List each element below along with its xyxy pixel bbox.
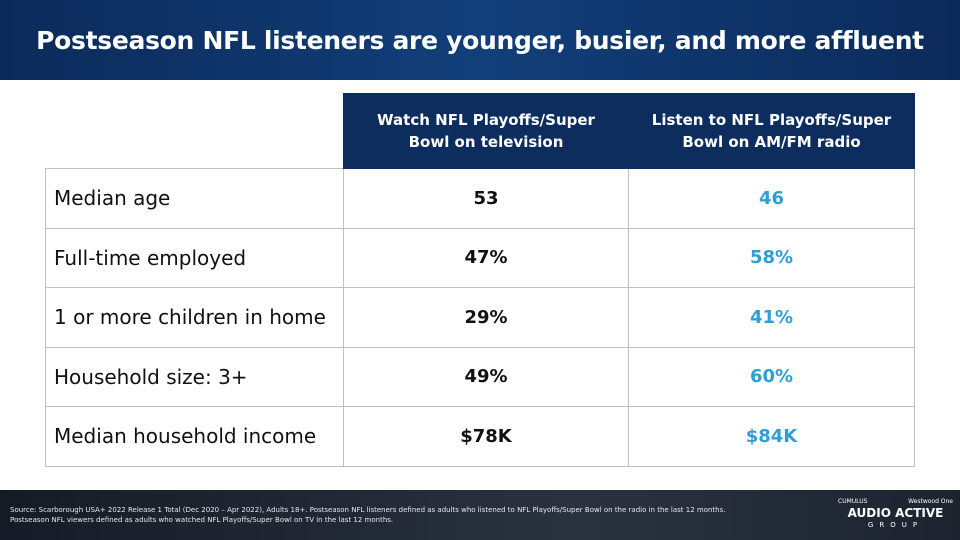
header-row: Watch NFL Playoffs/Super Bowl on televis… [45, 93, 915, 169]
radio-value: 58% [628, 227, 915, 288]
logo-text: GROUP [867, 521, 924, 529]
logo: CUMULUS Westwood One AUDIO ACTIVE GROUP [838, 498, 953, 529]
radio-value: $84K [628, 406, 915, 467]
tv-value: 29% [343, 287, 629, 348]
radio-value: 60% [628, 346, 915, 407]
table-row: 1 or more children in home 29% 41% [45, 287, 915, 348]
title: Postseason NFL listeners are younger, bu… [0, 0, 960, 80]
row-label: Full-time employed [45, 227, 344, 288]
tv-value: 49% [343, 346, 629, 407]
table-row: Household size: 3+ 49% 60% [45, 346, 915, 407]
logo-text: Westwood One [908, 498, 953, 505]
row-label: Household size: 3+ [45, 346, 344, 407]
row-label: 1 or more children in home [45, 287, 344, 348]
source-note: Source: Scarborough USA+ 2022 Release 1 … [10, 506, 726, 524]
table-row: Median household income $78K $84K [45, 406, 915, 467]
radio-value: 41% [628, 287, 915, 348]
blank-header [45, 93, 344, 169]
table-body: Median age 53 46 Full-time employed 47% 58% 1 … [45, 168, 915, 467]
tv-value: 53 [343, 168, 629, 229]
footer: Source: Scarborough USA+ 2022 Release 1 … [0, 490, 960, 540]
column-header: Watch NFL Playoffs/Super Bowl on televis… [343, 93, 629, 169]
tv-value: $78K [343, 406, 629, 467]
row-label: Median age [45, 168, 344, 229]
radio-value: 46 [628, 168, 915, 229]
tv-value: 47% [343, 227, 629, 288]
table-row: Median age 53 46 [45, 168, 915, 229]
logo-text: CUMULUS [838, 498, 868, 505]
table: Watch NFL Playoffs/Super Bowl on televis… [45, 93, 915, 467]
table-row: Full-time employed 47% 58% [45, 227, 915, 288]
logo-text: AUDIO ACTIVE [847, 506, 944, 520]
column-header: Listen to NFL Playoffs/Super Bowl on AM/… [628, 93, 915, 169]
row-label: Median household income [45, 406, 344, 467]
